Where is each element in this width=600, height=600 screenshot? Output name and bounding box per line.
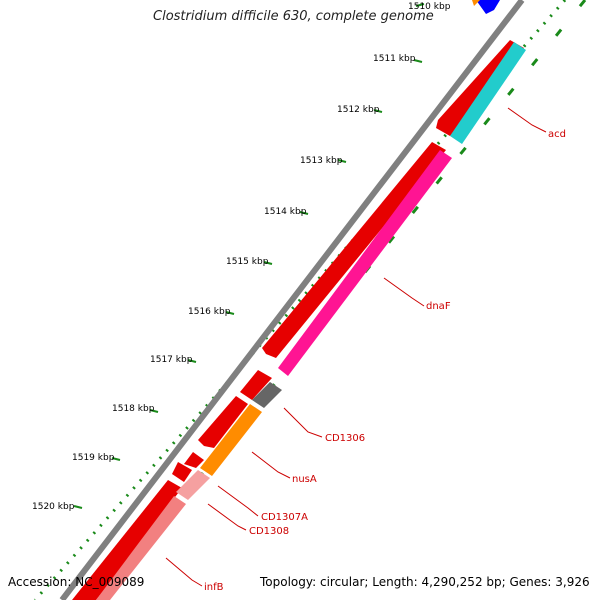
gene-orange-top (472, 0, 480, 6)
leader-nusA (251, 451, 291, 479)
tick-mark (225, 311, 235, 315)
accession-text: Accession: NC_009089 (8, 575, 145, 589)
tick-mark (73, 505, 83, 509)
tick-mark (299, 211, 309, 215)
genome-backbone (59, 0, 525, 600)
genome-summary-text: Topology: circular; Length: 4,290,252 bp… (260, 575, 590, 589)
gene-infB (96, 496, 186, 600)
leader-CD1307A (217, 485, 259, 517)
gene-forward-1 (240, 370, 272, 400)
gene-label-nusA[interactable]: nusA (292, 474, 317, 485)
tick-label: 1513 kbp (300, 156, 343, 166)
tick-mark (263, 261, 273, 265)
tick-label: 1510 kbp (408, 2, 451, 12)
tick-mark (149, 409, 159, 413)
gene-nusA (200, 404, 262, 476)
tick-label: 1511 kbp (373, 54, 416, 64)
gene-label-CD1307A[interactable]: CD1307A (261, 512, 308, 523)
leader-dnaF (383, 277, 425, 307)
tick-mark (187, 359, 197, 363)
map-title: Clostridium difficile 630, complete geno… (153, 9, 434, 24)
tick-label: 1512 kbp (337, 105, 380, 115)
tick-label: 1517 kbp (150, 355, 193, 365)
tick-label: 1514 kbp (264, 207, 307, 217)
gene-label-acd[interactable]: acd (548, 129, 566, 140)
tick-mark (413, 59, 423, 63)
leader-infB (165, 557, 203, 587)
leader-acd (507, 107, 547, 133)
tick-label: 1520 kbp (32, 502, 75, 512)
gene-dnaF-forward (262, 142, 446, 358)
tick-mark (337, 159, 347, 163)
tick-label: 1516 kbp (188, 307, 231, 317)
tick-label: 1519 kbp (72, 453, 115, 463)
gene-forward-2 (198, 396, 248, 448)
leader-CD1306 (283, 407, 323, 438)
gene-CD1306 (252, 382, 282, 408)
leader-CD1308 (207, 503, 247, 531)
gene-blue (476, 0, 500, 14)
gene-forward-3 (184, 452, 204, 468)
gene-forward-5 (72, 480, 182, 600)
gene-acd (450, 42, 526, 144)
tick-mark (415, 3, 425, 7)
gene-label-infB[interactable]: infB (204, 582, 224, 593)
tick-label: 1518 kbp (112, 404, 155, 414)
ruler-dotted-line (33, 0, 567, 600)
gene-dnaF (278, 150, 452, 376)
gene-forward-4 (172, 462, 192, 482)
gene-label-CD1308[interactable]: CD1308 (249, 526, 289, 537)
tick-mark (373, 109, 383, 113)
gene-CD1307A (176, 470, 210, 500)
tick-mark (111, 457, 121, 461)
gene-label-CD1306[interactable]: CD1306 (325, 433, 365, 444)
tick-label: 1515 kbp (226, 257, 269, 267)
gene-label-dnaF[interactable]: dnaF (426, 301, 451, 312)
